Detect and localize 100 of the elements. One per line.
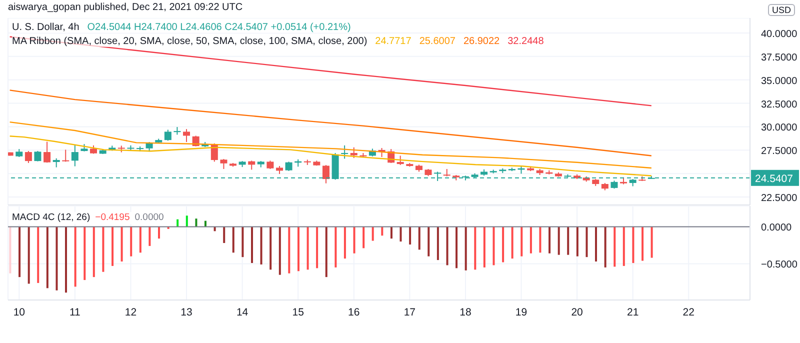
bar <box>502 226 504 262</box>
y-tick-label: 35.0000 <box>761 76 798 87</box>
currency-tag: USD <box>768 4 796 16</box>
ref-line-label: 24.5407 <box>755 172 794 185</box>
candlestick <box>71 144 78 167</box>
bar <box>428 226 430 256</box>
y-tick-label: 27.5000 <box>761 146 798 158</box>
annotation: 24.7717 <box>375 36 412 47</box>
bar <box>390 226 392 239</box>
line-series <box>9 121 652 169</box>
bar <box>344 226 346 259</box>
annotation: O24.5044 H24.7400 L24.4606 C24.5407 +0.0514 (+0.21%) <box>87 22 351 33</box>
annotation: 26.9022 <box>463 36 500 47</box>
bar <box>130 226 132 256</box>
bar <box>297 226 300 272</box>
x-tick-label: 12 <box>124 306 137 318</box>
bar <box>270 226 272 270</box>
bar <box>492 226 495 266</box>
annotation: 32.2448 <box>508 36 544 47</box>
line-series <box>9 136 652 176</box>
bar <box>530 226 532 254</box>
bar <box>353 226 356 254</box>
x-tick-label: 11 <box>69 306 81 318</box>
candlestick <box>350 146 358 159</box>
bar <box>372 226 374 241</box>
bar <box>92 226 95 278</box>
bar <box>474 226 476 270</box>
bar <box>120 226 123 262</box>
bar <box>604 226 606 268</box>
bar <box>576 226 578 256</box>
bar <box>158 226 160 239</box>
candlestick <box>183 128 190 143</box>
bar <box>567 226 570 255</box>
bar <box>139 226 142 253</box>
bar <box>325 226 328 278</box>
bar <box>84 226 86 280</box>
x-tick-label: 13 <box>180 306 193 318</box>
bar <box>232 226 234 253</box>
x-tick-label: 14 <box>236 306 248 318</box>
bar <box>334 226 337 268</box>
bar <box>632 226 634 263</box>
bar <box>74 226 76 287</box>
candlestick <box>62 149 70 162</box>
chart-subtitle: U. S. Dollar, 4h <box>12 22 80 33</box>
y-tick-label: −0.5000 <box>761 260 798 271</box>
bar <box>46 226 48 288</box>
x-tick-label: 15 <box>292 306 304 318</box>
bar <box>260 226 262 264</box>
bar <box>595 226 597 262</box>
line-series <box>9 90 652 156</box>
bar <box>650 226 653 258</box>
bar <box>456 226 458 268</box>
x-tick-label: 17 <box>404 306 416 318</box>
bar <box>362 226 365 248</box>
candlestick <box>24 150 32 164</box>
candlestick <box>164 129 172 142</box>
bar <box>288 226 290 274</box>
bar <box>418 226 420 250</box>
y-tick-label: 22.5000 <box>761 193 798 204</box>
candlestick <box>396 155 404 166</box>
line-series <box>9 36 652 106</box>
bar <box>586 226 588 258</box>
bar <box>483 226 486 268</box>
bar <box>278 226 281 275</box>
bar <box>102 226 104 272</box>
bar <box>242 226 244 258</box>
candlestick <box>220 158 228 170</box>
annotation: 0.0000 <box>134 212 164 223</box>
x-tick-label: 20 <box>571 306 584 318</box>
bar <box>148 226 151 246</box>
bar <box>112 226 114 266</box>
bar <box>548 226 551 254</box>
bar <box>539 226 542 253</box>
bar <box>558 226 560 255</box>
bar <box>622 226 625 266</box>
bar <box>306 226 309 270</box>
y-tick-label: 30.0000 <box>761 122 798 134</box>
bar <box>56 226 58 290</box>
chart-title: aiswarya_gopan published, Dec 21, 2021 09:22 UTC <box>8 2 243 13</box>
candlestick <box>44 141 51 164</box>
bar <box>511 226 514 259</box>
bar <box>381 226 384 236</box>
x-tick-label: 19 <box>515 306 528 318</box>
x-tick-label: 10 <box>13 306 26 318</box>
bar <box>186 216 188 227</box>
y-tick-label: 32.5000 <box>761 99 798 110</box>
x-tick-label: 18 <box>460 306 472 318</box>
candlestick <box>443 168 450 177</box>
bar <box>436 226 439 260</box>
bar <box>316 226 318 268</box>
bar <box>464 226 467 270</box>
bar <box>520 226 523 256</box>
bar <box>446 226 448 266</box>
candlestick <box>322 164 330 184</box>
bar <box>223 226 226 244</box>
x-tick-label: 22 <box>682 306 695 318</box>
bar <box>251 226 253 263</box>
y-tick-label: 40.0000 <box>761 28 798 40</box>
bar <box>614 226 616 267</box>
bar <box>28 226 30 284</box>
